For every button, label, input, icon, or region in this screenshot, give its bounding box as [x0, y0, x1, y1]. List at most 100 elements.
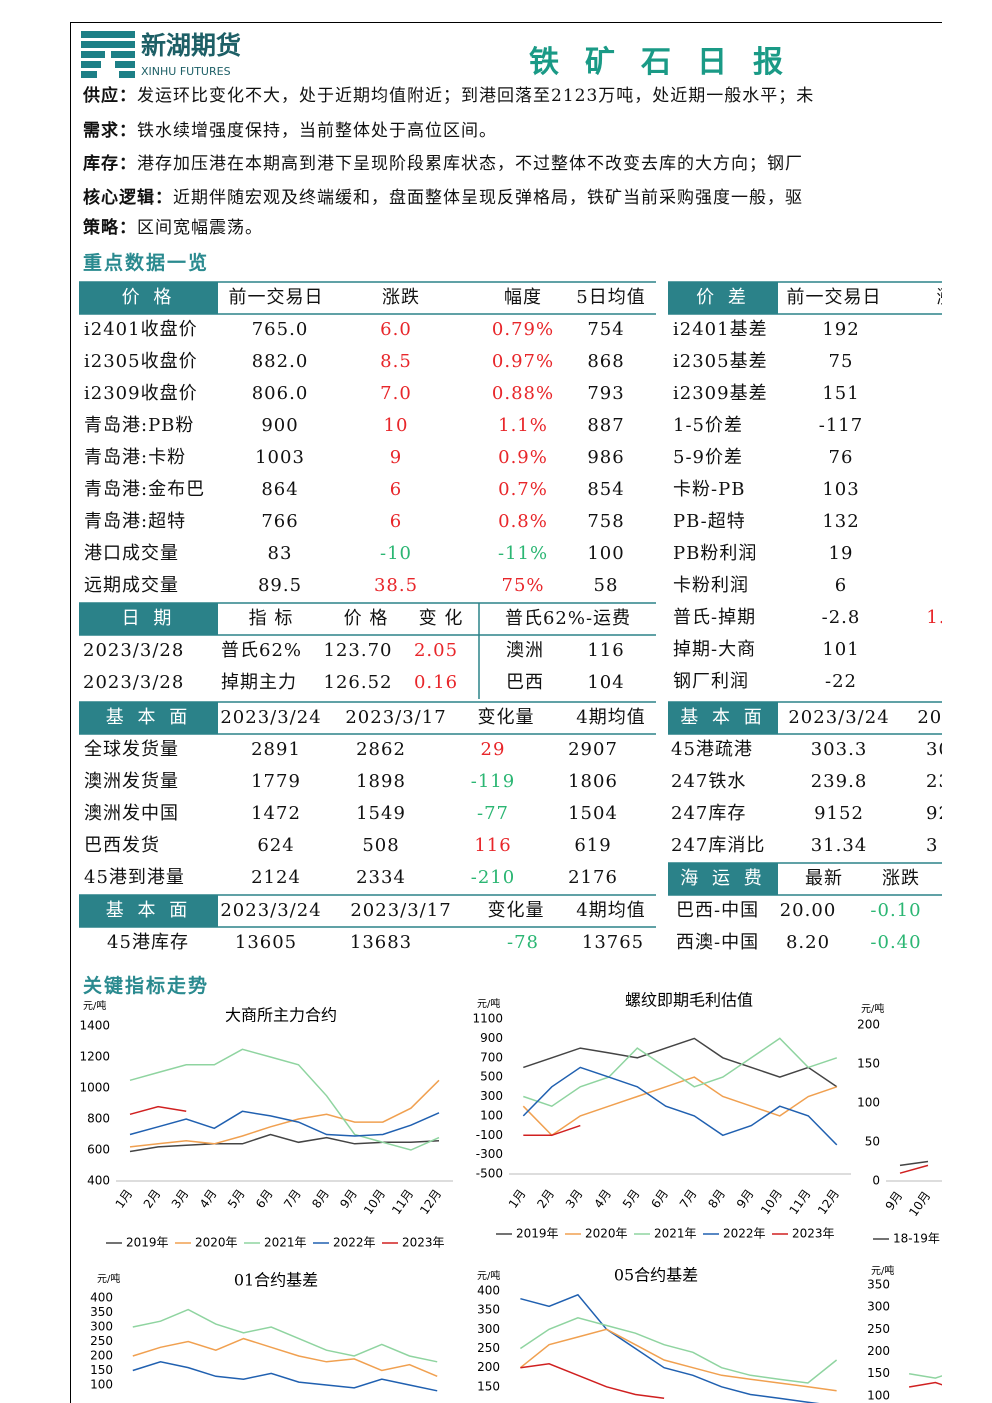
- table-cell: 806.0: [251, 383, 309, 404]
- table-cell: 45港到港量: [84, 867, 185, 888]
- y-tick-label: 100: [857, 1096, 880, 1110]
- table-header: 基 本 面: [105, 900, 192, 921]
- summary-label: 策略：: [83, 218, 137, 238]
- chart-title: 01合约基差: [234, 1271, 318, 1290]
- table-header: 4期均值: [576, 900, 646, 921]
- series-line: [129, 1133, 440, 1153]
- axis-unit: 元/吨: [871, 1264, 894, 1277]
- y-tick-label: 300: [867, 1300, 890, 1314]
- table-cell: 0.8%: [498, 511, 548, 532]
- table-cell: 7.0: [380, 383, 412, 404]
- axis-unit: 元/吨: [477, 997, 500, 1010]
- table-cell: 868: [587, 351, 625, 372]
- series-line: [519, 1317, 838, 1384]
- y-tick-label: -500: [476, 1167, 503, 1181]
- table-header: 普氏62%-运费: [504, 608, 632, 629]
- x-tick-label: 10月: [361, 1187, 388, 1217]
- y-tick-label: 100: [867, 1388, 890, 1402]
- table-header: 日 期: [121, 608, 176, 629]
- x-tick-label: 9月: [883, 1189, 906, 1213]
- table-cell: PB-超特: [673, 511, 746, 532]
- series-line: [899, 1164, 929, 1174]
- table-cell: 2176: [568, 867, 618, 888]
- x-tick-label: 2月: [141, 1187, 164, 1211]
- table-header: 2023/3/24: [788, 707, 890, 728]
- y-tick-label: 0: [872, 1174, 880, 1188]
- table-cell: 1003: [255, 447, 305, 468]
- legend-label: 18-19年: [893, 1232, 940, 1246]
- x-tick-label: 7月: [281, 1187, 304, 1211]
- table-cell: 887: [587, 415, 625, 436]
- table-cell: i2305收盘价: [84, 351, 198, 372]
- header-cell: [668, 863, 778, 895]
- table-cell: 765.0: [251, 319, 309, 340]
- y-tick-label: 50: [865, 1135, 880, 1149]
- axis-unit: 元/吨: [97, 1272, 120, 1285]
- table-cell: 青岛港:金布巴: [84, 479, 206, 500]
- table-header: 价 差: [696, 287, 750, 308]
- y-tick-label: 350: [90, 1305, 113, 1319]
- summary-text: 发运环比变化不大，处于近期均值附近；到港回落至2123万吨，处近期一般水平；未: [137, 86, 815, 106]
- table-cell: 0.7%: [498, 479, 548, 500]
- series-line: [520, 1363, 665, 1400]
- table-cell: 钢厂利润: [673, 671, 749, 692]
- table-header: 2023/3/17: [345, 707, 447, 728]
- table-cell: 19: [828, 543, 854, 564]
- table-header: 基 本 面: [680, 707, 766, 728]
- legend-label: 2023年: [402, 1236, 445, 1250]
- header-cell: [79, 603, 218, 635]
- axis-unit: 元/吨: [861, 1002, 884, 1015]
- table-cell: 2862: [356, 739, 406, 760]
- table-cell: 83: [267, 543, 293, 564]
- table-cell: 5-9价差: [673, 447, 743, 468]
- table-cell: 全球发货量: [84, 739, 179, 760]
- summary-text: 区间宽幅震荡。: [137, 218, 263, 238]
- summary-line: 策略：区间宽幅震荡。: [83, 217, 263, 239]
- table-cell: 卡粉-PB: [673, 479, 746, 500]
- table-cell: 9152: [814, 803, 864, 824]
- y-tick-label: 1100: [472, 1012, 503, 1026]
- logo-en: XINHU FUTURES: [141, 65, 231, 78]
- table-cell: 1898: [356, 771, 406, 792]
- x-tick-label: 9月: [337, 1187, 360, 1211]
- table-cell: 0.97%: [491, 351, 555, 372]
- y-tick-label: 1000: [79, 1081, 110, 1095]
- summary-label: 需求：: [83, 121, 137, 141]
- x-tick-label: 11月: [389, 1187, 416, 1217]
- table-cell: 8.20: [785, 932, 831, 953]
- table-cell: i2309基差: [673, 383, 768, 404]
- table-cell: 30: [926, 739, 942, 760]
- y-tick-label: 200: [867, 1344, 890, 1358]
- table-cell: -119: [470, 771, 516, 792]
- series-line: [132, 1308, 438, 1363]
- table-cell: 508: [362, 835, 400, 856]
- x-tick-label: 8月: [309, 1187, 332, 1211]
- y-tick-label: 150: [857, 1057, 880, 1071]
- series-line: [523, 1037, 838, 1108]
- legend-label: 2019年: [516, 1227, 559, 1241]
- table-cell: 45港疏港: [671, 739, 753, 760]
- report: 新湖期货 XINHU FUTURES 铁矿石日报 重点数据一览 关键指标走势 大…: [70, 22, 942, 1403]
- x-tick-label: 4月: [591, 1187, 614, 1211]
- table-cell: 986: [587, 447, 625, 468]
- table-cell: -10: [380, 543, 412, 564]
- table-cell: 766: [261, 511, 299, 532]
- table-cell: 116: [474, 835, 512, 856]
- y-tick-label: -300: [476, 1147, 503, 1161]
- table-cell: PB粉利润: [673, 543, 758, 564]
- x-tick-label: 12月: [815, 1187, 842, 1217]
- table-cell: 1779: [251, 771, 301, 792]
- table-header: 前一交易日: [228, 287, 324, 308]
- table-cell: 101: [822, 639, 860, 660]
- table-cell: i2305基差: [673, 351, 768, 372]
- table-cell: 192: [822, 319, 860, 340]
- table-cell: -0.10: [870, 900, 922, 921]
- x-tick-label: 6月: [253, 1187, 276, 1211]
- y-tick-label: 600: [87, 1143, 110, 1157]
- y-tick-label: -100: [476, 1128, 503, 1142]
- x-tick-label: 3月: [563, 1187, 586, 1211]
- x-tick-label: 6月: [648, 1187, 671, 1211]
- legend-label: 2022年: [333, 1236, 376, 1250]
- table-cell: 619: [574, 835, 612, 856]
- table-cell: 2124: [251, 867, 301, 888]
